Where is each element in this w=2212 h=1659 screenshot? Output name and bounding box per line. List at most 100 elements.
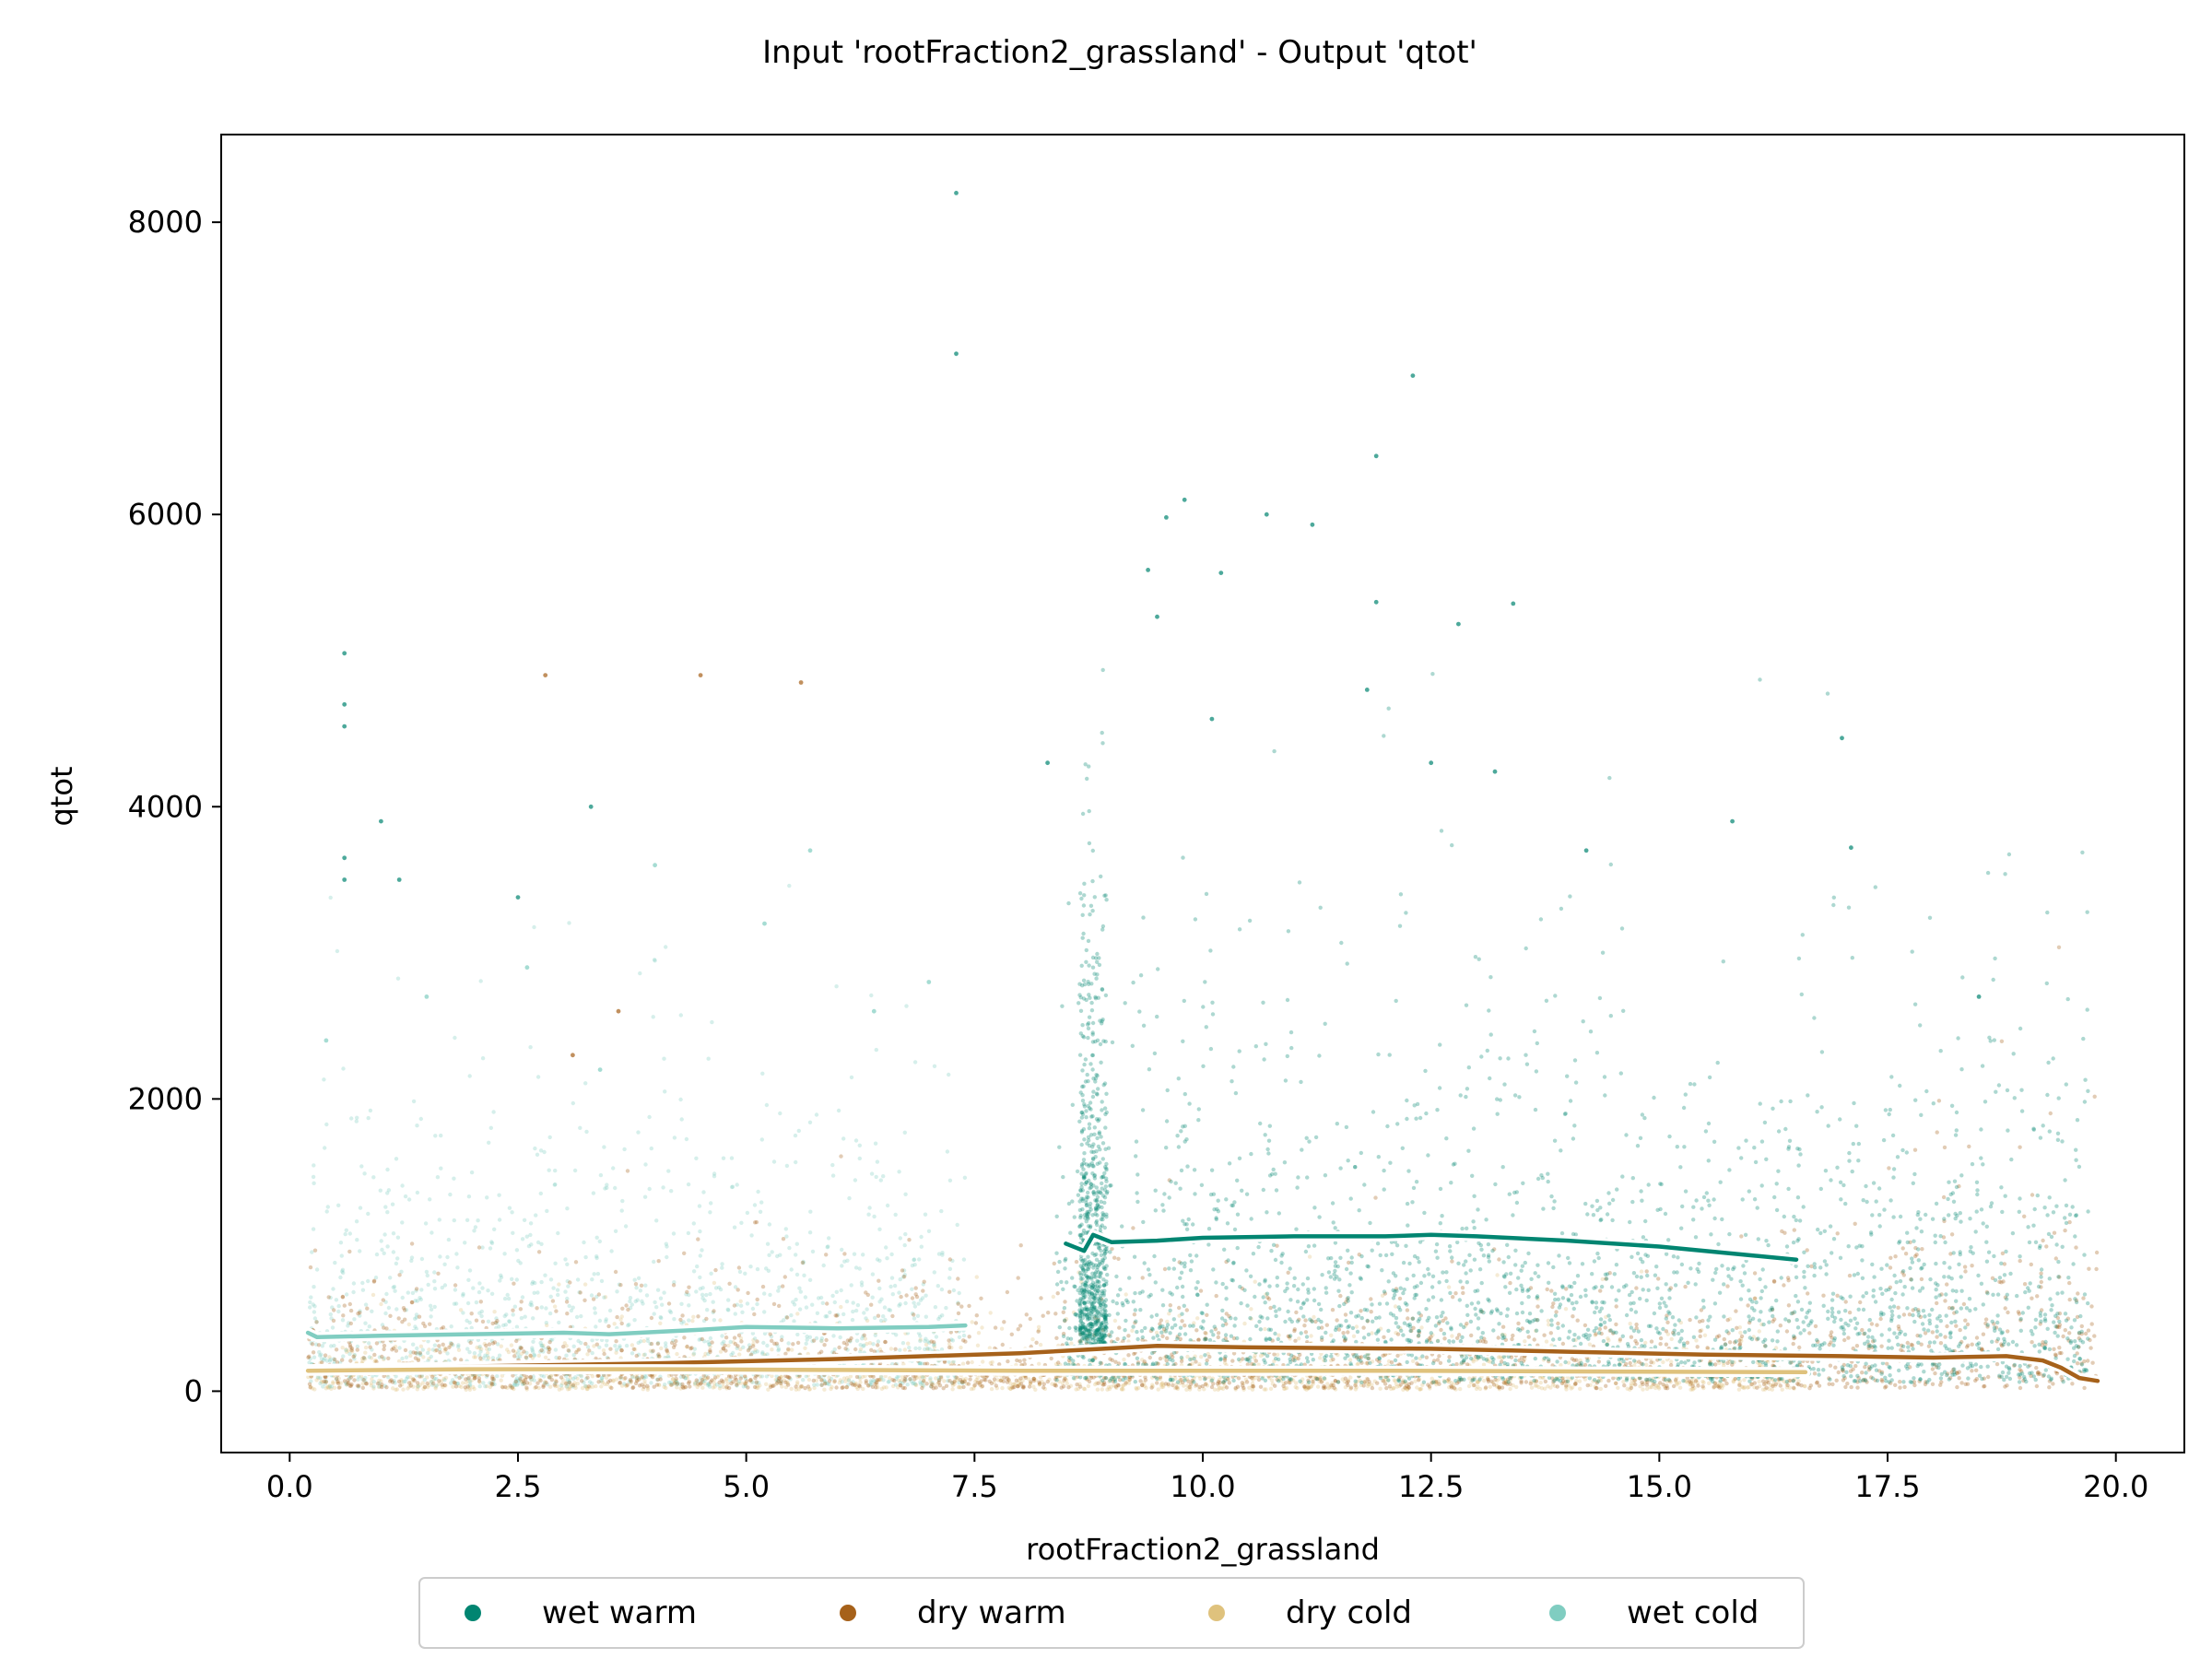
data-point <box>548 1384 553 1389</box>
data-point <box>1649 1359 1653 1365</box>
data-point <box>1902 1384 1907 1390</box>
data-point <box>656 1259 661 1264</box>
data-point <box>431 1382 436 1386</box>
data-point <box>587 1380 593 1384</box>
data-point <box>1063 1300 1067 1304</box>
data-point <box>679 1301 684 1307</box>
data-point <box>341 1354 346 1359</box>
data-point <box>397 1346 402 1350</box>
data-point <box>1981 1332 1986 1336</box>
data-point <box>810 1302 815 1307</box>
data-point <box>560 1381 565 1386</box>
data-point <box>324 1386 328 1391</box>
data-point <box>877 1347 883 1352</box>
data-point <box>1629 1385 1634 1391</box>
data-point <box>663 1089 667 1094</box>
data-point <box>914 1375 919 1381</box>
data-point <box>369 1381 373 1385</box>
data-point <box>1942 1145 1947 1150</box>
data-point <box>717 1380 722 1385</box>
data-point <box>924 1293 928 1298</box>
data-point <box>1355 1379 1359 1384</box>
data-point <box>539 1343 545 1348</box>
data-point <box>830 1384 834 1390</box>
data-point <box>420 1347 425 1352</box>
data-point <box>423 1221 429 1226</box>
data-point <box>537 1377 542 1382</box>
data-point <box>1688 1379 1694 1383</box>
data-point <box>641 1375 646 1381</box>
data-point <box>1238 1359 1242 1363</box>
data-point <box>657 1354 662 1359</box>
data-point <box>487 1347 492 1352</box>
data-point <box>875 1378 879 1382</box>
data-point <box>1124 1292 1128 1297</box>
data-point <box>354 1119 359 1124</box>
data-point <box>960 1361 966 1366</box>
data-point <box>1688 1387 1693 1392</box>
data-point <box>619 1321 624 1326</box>
data-point <box>349 1116 354 1121</box>
data-point <box>535 1075 541 1079</box>
data-point <box>344 1347 348 1352</box>
data-point <box>1184 1376 1190 1382</box>
data-point <box>770 1383 775 1389</box>
data-point <box>306 1374 311 1380</box>
data-point <box>888 1284 893 1289</box>
data-point <box>989 1386 994 1392</box>
data-point <box>682 1335 687 1340</box>
data-point <box>1198 1376 1203 1382</box>
data-point <box>528 1232 533 1238</box>
data-point <box>1385 1378 1391 1382</box>
data-point <box>697 1382 701 1388</box>
data-point <box>977 1381 982 1385</box>
data-point <box>639 1283 644 1288</box>
data-point <box>1072 1362 1077 1367</box>
data-point <box>743 1381 747 1385</box>
data-point <box>940 1313 945 1318</box>
data-point <box>1293 1384 1298 1390</box>
data-point <box>1641 1387 1645 1392</box>
data-point <box>1496 1355 1501 1359</box>
data-point <box>787 883 792 888</box>
data-point <box>1169 1375 1173 1380</box>
data-point <box>1190 1361 1194 1366</box>
data-point <box>764 1266 769 1271</box>
data-point <box>732 1225 737 1230</box>
data-point <box>1812 1371 1818 1376</box>
data-point <box>453 1288 458 1292</box>
data-point <box>784 1315 790 1320</box>
data-point <box>823 1381 828 1385</box>
data-point <box>569 1382 573 1387</box>
data-point <box>471 1384 476 1390</box>
data-point <box>566 1284 571 1288</box>
data-point <box>864 1290 868 1295</box>
data-point <box>370 1377 374 1382</box>
data-point <box>538 1378 543 1383</box>
data-point <box>975 1375 981 1381</box>
data-point <box>1469 1333 1474 1338</box>
data-point <box>706 1339 711 1345</box>
data-point <box>374 1252 380 1257</box>
data-point <box>534 1213 538 1218</box>
data-point <box>1561 1375 1566 1381</box>
data-point <box>979 1379 983 1383</box>
data-point <box>1919 1277 1924 1282</box>
data-point <box>2063 1228 2067 1233</box>
data-point <box>1382 1335 1386 1340</box>
data-point <box>726 1308 731 1312</box>
data-point <box>790 1347 794 1352</box>
data-point <box>735 1382 739 1387</box>
data-point <box>1974 1335 1980 1340</box>
data-point <box>417 1314 422 1319</box>
data-point <box>351 1289 356 1295</box>
data-point <box>899 1378 904 1383</box>
data-point <box>471 1286 476 1290</box>
data-point <box>1125 1379 1130 1384</box>
data-point <box>536 1385 541 1391</box>
data-point <box>1113 1359 1118 1364</box>
data-point <box>758 1209 763 1215</box>
data-point <box>516 1258 521 1264</box>
data-point <box>620 1198 625 1204</box>
data-point <box>442 1382 447 1388</box>
